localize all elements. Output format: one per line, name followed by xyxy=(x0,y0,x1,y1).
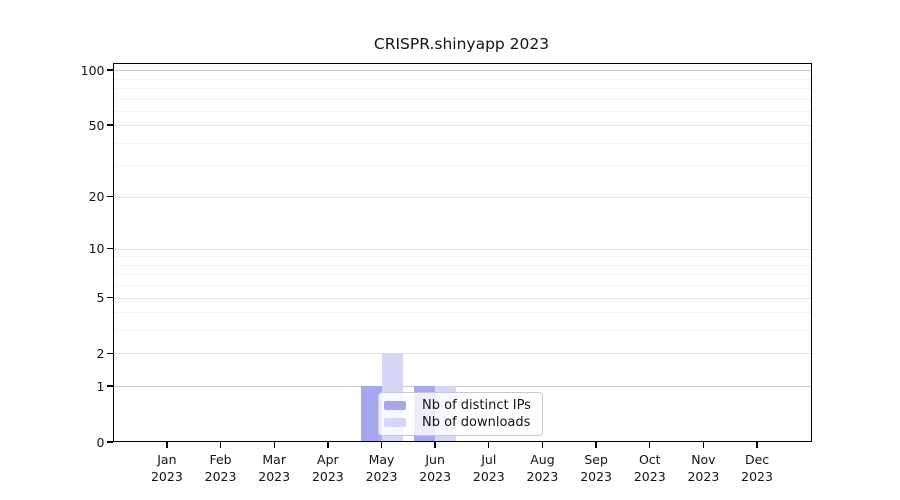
x-tick xyxy=(434,442,436,448)
x-tick xyxy=(327,442,329,448)
minor-gridline xyxy=(112,312,812,314)
chart-title: CRISPR.shinyapp 2023 xyxy=(373,35,550,53)
minor-gridline xyxy=(112,78,812,80)
y-tick xyxy=(106,385,113,387)
x-tick xyxy=(756,442,758,448)
x-tick-label: Jul 2023 xyxy=(472,452,505,484)
major-gridline xyxy=(112,196,812,198)
minor-gridline xyxy=(112,87,812,89)
legend-item: Nb of downloads xyxy=(384,414,536,431)
minor-gridline xyxy=(112,285,812,287)
y-tick xyxy=(106,124,113,126)
major-gridline xyxy=(112,353,812,355)
y-tick-label: 20 xyxy=(88,189,105,205)
y-tick xyxy=(106,296,113,299)
y-tick xyxy=(106,195,113,198)
x-tick xyxy=(273,442,275,448)
x-tick xyxy=(649,442,651,448)
x-tick-label: Apr 2023 xyxy=(311,452,344,484)
major-gridline xyxy=(112,386,812,388)
x-tick xyxy=(219,442,222,448)
x-tick-label: May 2023 xyxy=(365,452,398,484)
y-tick-label: 0 xyxy=(96,434,105,450)
x-tick-label: Feb 2023 xyxy=(204,452,237,484)
y-tick xyxy=(106,248,113,250)
x-tick xyxy=(488,442,490,448)
y-tick-label: 50 xyxy=(88,117,105,133)
y-tick xyxy=(106,441,113,443)
x-tick xyxy=(541,442,544,448)
x-tick xyxy=(380,442,383,448)
major-gridline xyxy=(112,248,812,250)
x-tick xyxy=(702,442,705,448)
minor-gridline xyxy=(112,142,812,144)
minor-gridline xyxy=(112,98,812,100)
minor-gridline xyxy=(112,110,812,112)
y-tick xyxy=(106,69,113,71)
x-tick xyxy=(166,442,168,448)
plot-border xyxy=(112,62,812,442)
bar-distinct-ips xyxy=(360,386,382,442)
y-tick-label: 1 xyxy=(96,378,105,394)
minor-gridline xyxy=(112,165,812,167)
legend-swatch-icon xyxy=(384,401,406,410)
y-tick-label: 10 xyxy=(88,241,105,257)
minor-gridline xyxy=(112,256,812,258)
y-tick-label: 2 xyxy=(96,345,105,361)
y-tick xyxy=(106,352,113,355)
x-tick-label: Aug 2023 xyxy=(526,452,559,484)
minor-gridline xyxy=(112,264,812,266)
x-tick-label: Dec 2023 xyxy=(741,452,773,484)
minor-gridline xyxy=(112,274,812,276)
major-gridline xyxy=(112,125,812,127)
x-tick-label: Jun 2023 xyxy=(419,452,452,484)
legend-swatch-icon xyxy=(384,418,406,427)
legend-item: Nb of distinct IPs xyxy=(384,397,536,414)
x-tick-label: Jan 2023 xyxy=(150,452,183,484)
x-tick-label: Oct 2023 xyxy=(633,452,666,484)
x-tick-label: Mar 2023 xyxy=(258,452,291,484)
legend-label: Nb of downloads xyxy=(422,415,531,430)
y-tick-label: 100 xyxy=(80,62,105,78)
legend: Nb of distinct IPs Nb of downloads xyxy=(378,392,543,436)
minor-gridline xyxy=(112,330,812,332)
x-tick-label: Nov 2023 xyxy=(687,452,720,484)
legend-label: Nb of distinct IPs xyxy=(422,398,531,413)
major-gridline xyxy=(112,70,812,72)
y-tick-label: 5 xyxy=(96,290,105,306)
x-tick xyxy=(595,442,597,448)
x-tick-label: Sep 2023 xyxy=(580,452,612,484)
major-gridline xyxy=(112,297,812,299)
